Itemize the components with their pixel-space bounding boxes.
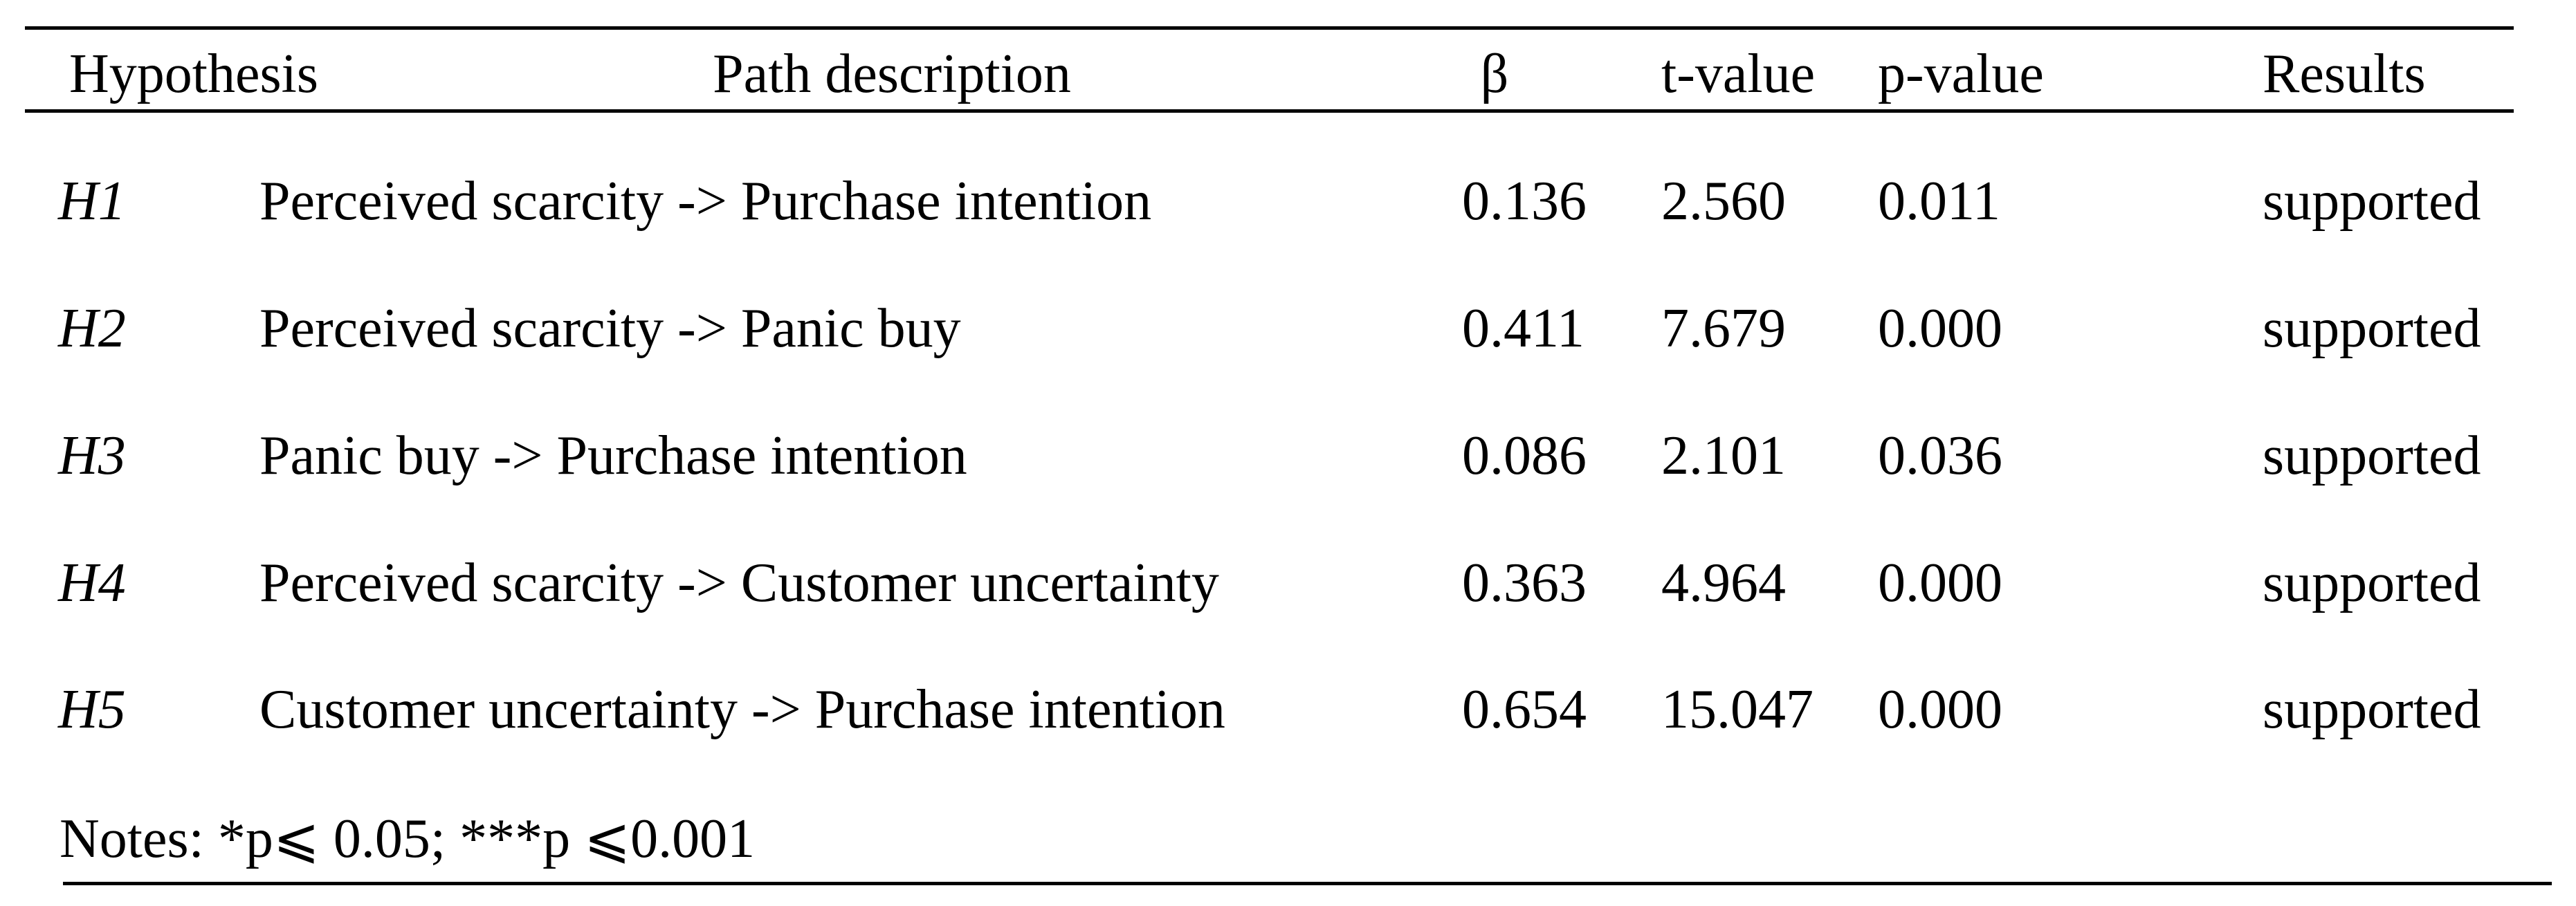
- path-description-cell: Perceived scarcity -> Panic buy: [259, 298, 961, 359]
- p-value-cell: 0.011: [1878, 171, 2001, 232]
- header-rule: [25, 109, 2514, 113]
- header-beta: β: [1480, 44, 1509, 104]
- beta-cell: 0.086: [1462, 425, 1587, 486]
- path-description-cell: Customer uncertainty -> Purchase intenti…: [259, 679, 1225, 740]
- result-cell: supported: [2263, 553, 2481, 613]
- hypothesis-cell: H1: [58, 171, 126, 232]
- bottom-rule: [63, 882, 2552, 885]
- beta-cell: 0.136: [1462, 171, 1587, 232]
- header-result: Results: [2263, 44, 2426, 104]
- header-hypothesis: Hypothesis: [69, 44, 318, 104]
- path-description-cell: Perceived scarcity -> Customer uncertain…: [259, 553, 1219, 613]
- t-value-cell: 7.679: [1661, 298, 1786, 359]
- hypothesis-cell: H3: [58, 425, 126, 486]
- header-p-value: p-value: [1878, 44, 2044, 104]
- p-value-cell: 0.000: [1878, 679, 2002, 740]
- result-cell: supported: [2263, 679, 2481, 740]
- t-value-cell: 4.964: [1661, 553, 1786, 613]
- t-value-cell: 2.101: [1661, 425, 1786, 486]
- t-value-cell: 2.560: [1661, 171, 1786, 232]
- top-rule: [25, 26, 2514, 30]
- beta-cell: 0.411: [1462, 298, 1585, 359]
- p-value-cell: 0.000: [1878, 298, 2002, 359]
- result-cell: supported: [2263, 171, 2481, 232]
- p-value-cell: 0.036: [1878, 425, 2002, 486]
- beta-cell: 0.654: [1462, 679, 1587, 740]
- header-t-value: t-value: [1661, 44, 1816, 104]
- hypothesis-cell: H2: [58, 298, 126, 359]
- hypothesis-cell: H5: [58, 679, 126, 740]
- hypothesis-cell: H4: [58, 553, 126, 613]
- result-cell: supported: [2263, 425, 2481, 486]
- p-value-cell: 0.000: [1878, 553, 2002, 613]
- notes: Notes: *p⩽ 0.05; ***p ⩽0.001: [60, 808, 756, 869]
- result-cell: supported: [2263, 298, 2481, 359]
- path-description-cell: Panic buy -> Purchase intention: [259, 425, 967, 486]
- beta-cell: 0.363: [1462, 553, 1587, 613]
- t-value-cell: 15.047: [1661, 679, 1814, 740]
- header-path-description: Path description: [713, 44, 1071, 104]
- path-description-cell: Perceived scarcity -> Purchase intention: [259, 171, 1152, 232]
